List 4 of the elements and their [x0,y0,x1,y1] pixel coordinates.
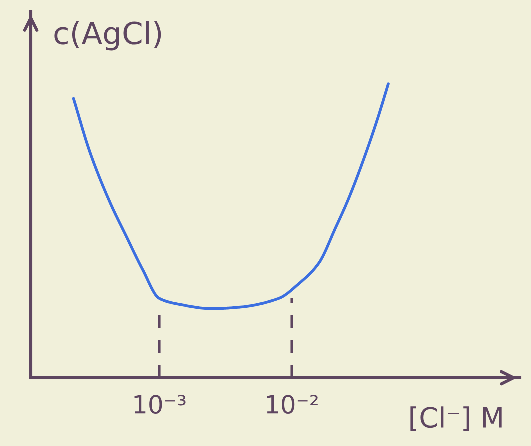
x-tick-label: 10⁻³ [134,395,186,414]
x-tick-label: 10⁻² [267,395,318,414]
y-axis-title: c(AgCl) [54,21,162,51]
x-axis-title: [Cl⁻] M [410,406,502,432]
